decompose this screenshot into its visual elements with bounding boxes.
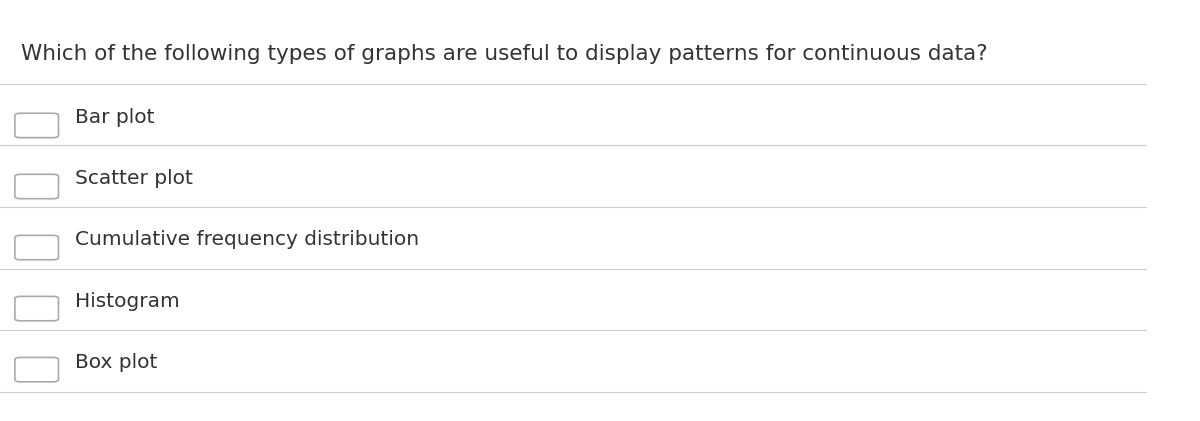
FancyBboxPatch shape (14, 357, 59, 382)
Text: Box plot: Box plot (74, 352, 157, 372)
FancyBboxPatch shape (14, 296, 59, 321)
Text: Which of the following types of graphs are useful to display patterns for contin: Which of the following types of graphs a… (20, 44, 988, 64)
Text: Histogram: Histogram (74, 291, 179, 311)
FancyBboxPatch shape (14, 235, 59, 260)
FancyBboxPatch shape (14, 113, 59, 138)
Text: Bar plot: Bar plot (74, 108, 154, 128)
Text: Scatter plot: Scatter plot (74, 169, 192, 189)
Text: Cumulative frequency distribution: Cumulative frequency distribution (74, 230, 419, 250)
FancyBboxPatch shape (14, 174, 59, 199)
